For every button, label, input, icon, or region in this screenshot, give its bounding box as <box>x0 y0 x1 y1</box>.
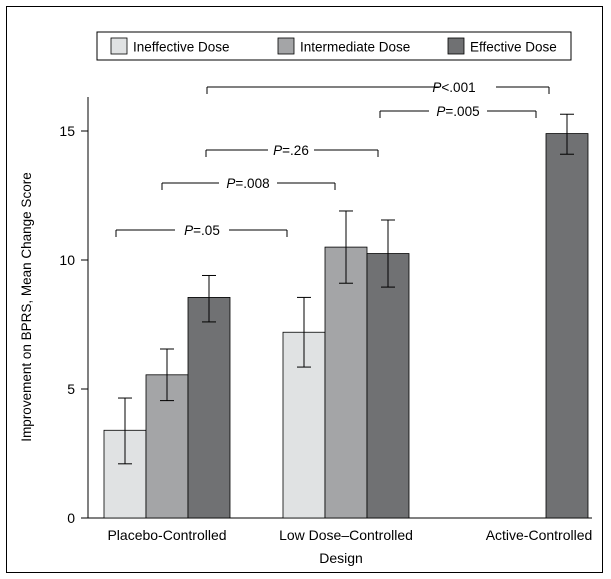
legend-swatch-ineffective <box>110 37 128 55</box>
comparison-bracket: P=.05 <box>115 223 288 238</box>
legend-swatch-effective <box>447 37 465 55</box>
comparison-bracket: P=.008 <box>161 176 336 191</box>
p-value-label: P=.005 <box>436 104 479 119</box>
p-value-label: P=.26 <box>273 143 309 158</box>
legend-label-effective: Effective Dose <box>470 40 557 55</box>
legend-box <box>96 31 572 61</box>
chart-frame: Ineffective Dose Intermediate Dose Effec… <box>6 6 603 573</box>
bars <box>103 133 589 519</box>
y-tick-label: 15 <box>59 123 75 139</box>
y-tick-label: 5 <box>67 381 75 397</box>
comparison-bracket: P=.26 <box>205 143 379 158</box>
legend-label-intermediate: Intermediate Dose <box>300 40 410 55</box>
y-ticks: 0 5 10 15 <box>59 123 88 526</box>
legend: Ineffective Dose Intermediate Dose Effec… <box>96 31 572 61</box>
comparison-brackets: P<.001 P=.005 P=.26 P=.008 P=.05 <box>115 80 550 238</box>
comparison-bracket: P=.005 <box>379 104 537 119</box>
p-value-label: P<.001 <box>432 80 475 95</box>
y-tick-label: 10 <box>59 252 75 268</box>
p-value-label: P=.008 <box>226 176 269 191</box>
bar-effective <box>187 297 231 519</box>
bar-chart: Ineffective Dose Intermediate Dose Effec… <box>19 31 592 566</box>
x-tick-label: Low Dose–Controlled <box>279 527 413 543</box>
error-bars <box>118 113 574 465</box>
x-tick-labels: Placebo-Controlled Low Dose–Controlled Act… <box>107 527 592 543</box>
bar-effective <box>545 133 589 519</box>
bar-intermediate <box>324 246 368 519</box>
p-value-label: P=.05 <box>184 223 220 238</box>
y-axis-label: Improvement on BPRS, Mean Change Score <box>19 172 34 441</box>
y-tick-label: 0 <box>67 510 75 526</box>
comparison-bracket: P<.001 <box>206 80 550 95</box>
x-tick-label: Placebo-Controlled <box>107 527 226 543</box>
legend-swatch-intermediate <box>277 37 295 55</box>
x-tick-label: Active-Controlled <box>486 527 593 543</box>
x-axis-label: Design <box>319 550 363 566</box>
legend-label-ineffective: Ineffective Dose <box>133 40 230 55</box>
bar-effective <box>366 253 410 519</box>
